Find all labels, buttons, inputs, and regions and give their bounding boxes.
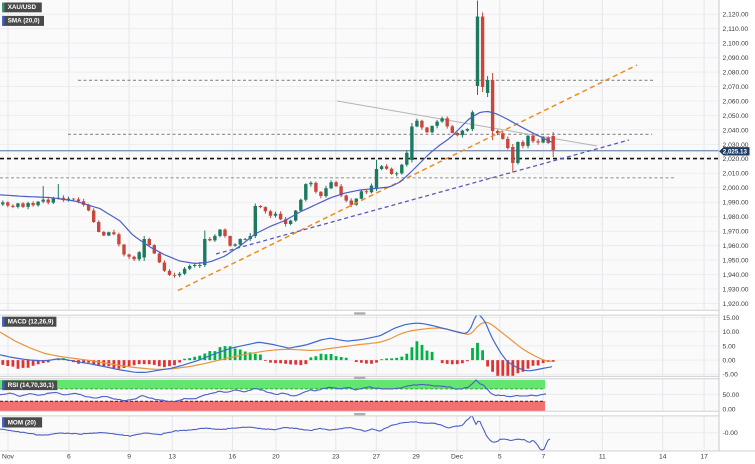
svg-text:1,930.00: 1,930.00 bbox=[723, 286, 749, 293]
svg-text:11: 11 bbox=[599, 454, 606, 461]
svg-text:2,010.00: 2,010.00 bbox=[723, 171, 749, 178]
svg-text:16: 16 bbox=[229, 454, 237, 461]
svg-text:1,950.00: 1,950.00 bbox=[723, 258, 749, 265]
svg-text:2,030.00: 2,030.00 bbox=[723, 142, 749, 149]
svg-text:2,120.00: 2,120.00 bbox=[723, 12, 749, 19]
svg-text:MOM (20): MOM (20) bbox=[8, 419, 36, 426]
svg-text:MACD (12,26,9): MACD (12,26,9) bbox=[8, 319, 54, 326]
svg-text:1,940.00: 1,940.00 bbox=[723, 272, 749, 279]
svg-text:7: 7 bbox=[542, 454, 546, 461]
svg-text:1,980.00: 1,980.00 bbox=[723, 214, 749, 221]
svg-text:27: 27 bbox=[373, 454, 381, 461]
svg-text:10.00: 10.00 bbox=[723, 329, 740, 336]
svg-text:0.00: 0.00 bbox=[723, 406, 736, 413]
svg-text:0.00: 0.00 bbox=[723, 358, 736, 365]
svg-text:-5.00: -5.00 bbox=[723, 372, 739, 379]
svg-text:1,990.00: 1,990.00 bbox=[723, 200, 749, 207]
svg-text:Dec: Dec bbox=[451, 454, 464, 461]
svg-text:14: 14 bbox=[659, 454, 667, 461]
svg-text:23: 23 bbox=[332, 454, 340, 461]
svg-text:15.00: 15.00 bbox=[723, 315, 740, 322]
svg-text:1,920.00: 1,920.00 bbox=[723, 301, 749, 308]
svg-text:2,050.00: 2,050.00 bbox=[723, 113, 749, 120]
svg-text:20: 20 bbox=[272, 454, 280, 461]
svg-text:13: 13 bbox=[168, 454, 176, 461]
svg-text:XAU/USD: XAU/USD bbox=[8, 4, 37, 11]
svg-text:RSI (14,70,30,1): RSI (14,70,30,1) bbox=[8, 382, 54, 389]
svg-text:5.00: 5.00 bbox=[723, 343, 736, 350]
svg-text:29: 29 bbox=[412, 454, 420, 461]
svg-text:1,970.00: 1,970.00 bbox=[723, 229, 749, 236]
svg-text:17: 17 bbox=[700, 454, 708, 461]
svg-text:2,070.00: 2,070.00 bbox=[723, 84, 749, 91]
svg-text:-0.00: -0.00 bbox=[723, 430, 739, 437]
svg-text:1,960.00: 1,960.00 bbox=[723, 243, 749, 250]
svg-text:2,025.13: 2,025.13 bbox=[723, 149, 748, 156]
svg-text:2,020.00: 2,020.00 bbox=[723, 156, 749, 163]
svg-text:2,110.00: 2,110.00 bbox=[723, 26, 749, 33]
svg-text:2,100.00: 2,100.00 bbox=[723, 41, 749, 48]
svg-text:Nov: Nov bbox=[2, 454, 15, 461]
svg-text:6: 6 bbox=[67, 454, 71, 461]
svg-text:9: 9 bbox=[127, 454, 131, 461]
svg-text:2,000.00: 2,000.00 bbox=[723, 185, 749, 192]
svg-text:2,060.00: 2,060.00 bbox=[723, 98, 749, 105]
svg-text:5: 5 bbox=[498, 454, 502, 461]
svg-text:2,080.00: 2,080.00 bbox=[723, 70, 749, 77]
svg-text:2,090.00: 2,090.00 bbox=[723, 55, 749, 62]
svg-text:SMA (20,0): SMA (20,0) bbox=[8, 18, 40, 25]
svg-text:50.00: 50.00 bbox=[723, 392, 740, 399]
svg-text:2,040.00: 2,040.00 bbox=[723, 127, 749, 134]
